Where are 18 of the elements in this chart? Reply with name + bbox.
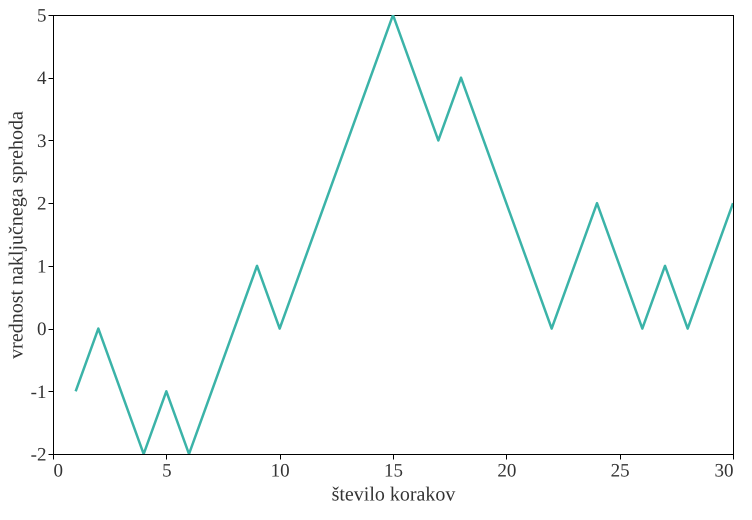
x-tick-label: 30 xyxy=(714,460,734,482)
x-tick-label: 10 xyxy=(270,460,290,482)
y-tick-label: 5 xyxy=(37,6,46,26)
x-axis-title: število korakov xyxy=(332,484,456,506)
y-tick-label: -2 xyxy=(30,444,46,466)
y-axis-title: vrednost naključnega sprehoda xyxy=(6,111,28,359)
x-tick-label: 15 xyxy=(384,460,403,482)
y-tick-label: 3 xyxy=(37,130,46,152)
line-series xyxy=(74,15,733,454)
x-tick-label: 20 xyxy=(497,460,516,482)
y-tick-label: 2 xyxy=(37,194,46,215)
x-tick-label: 0 xyxy=(54,460,63,482)
x-tick-label: 5 xyxy=(162,460,172,482)
y-tick-label: 4 xyxy=(37,68,47,90)
x-tick-label: 25 xyxy=(610,460,630,482)
y-tick-label: 1 xyxy=(37,256,46,278)
y-tick-label: -1 xyxy=(30,382,46,403)
y-tick-label: 0 xyxy=(37,319,46,340)
